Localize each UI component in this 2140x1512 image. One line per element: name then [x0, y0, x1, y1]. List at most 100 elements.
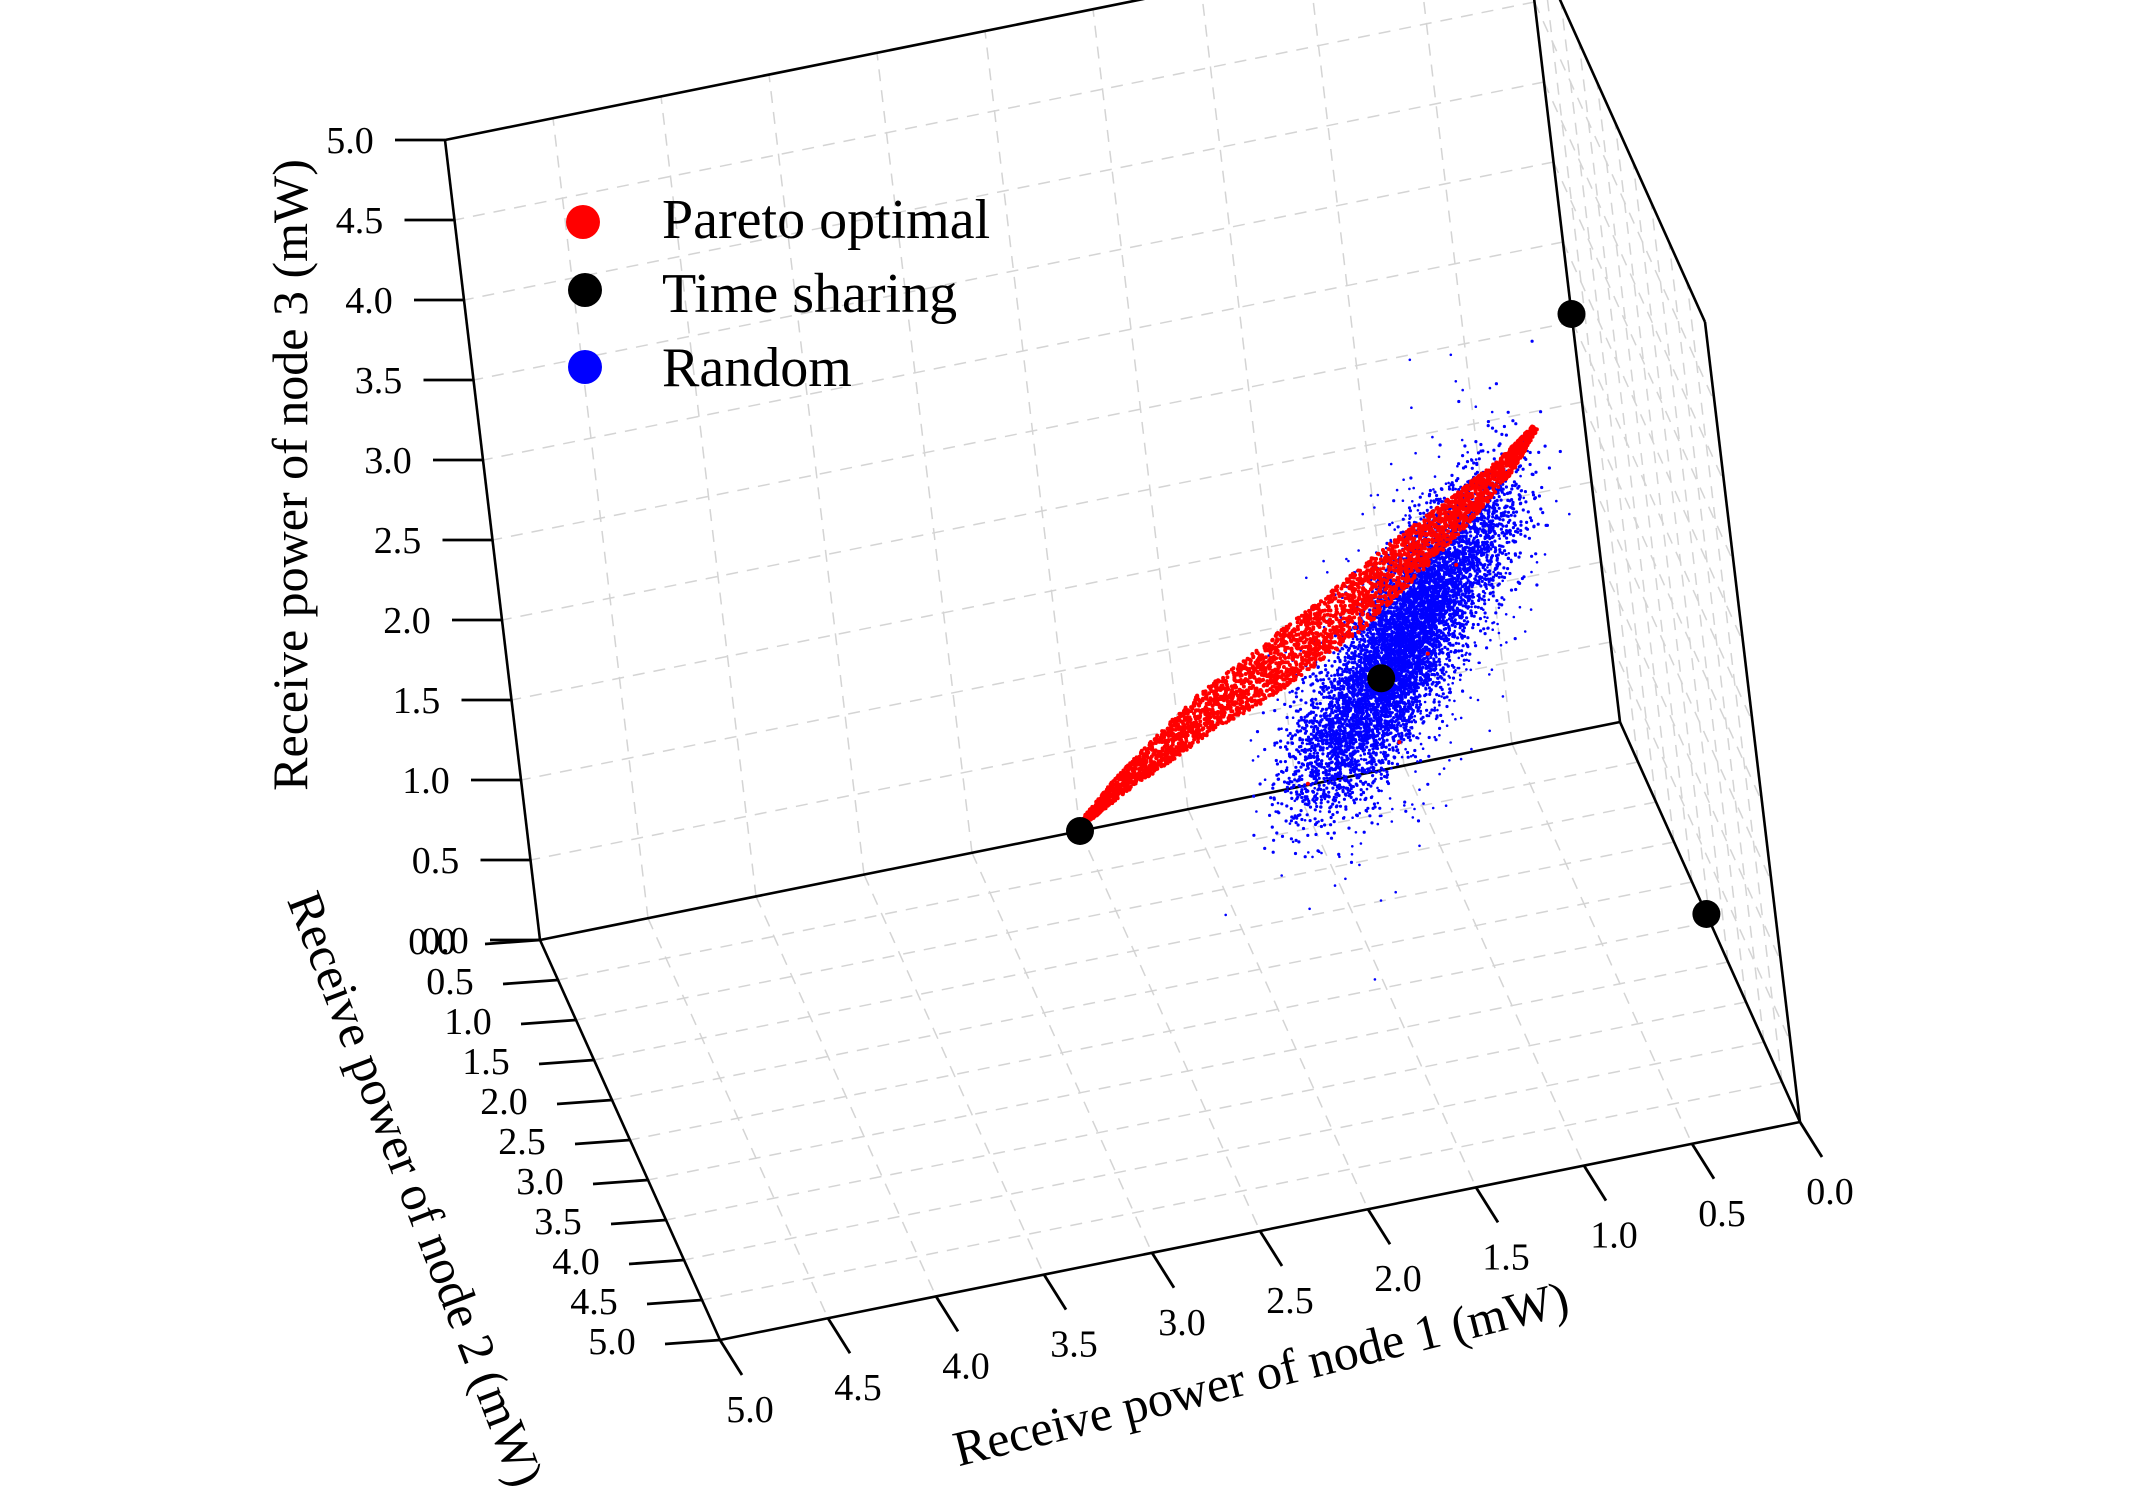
- random-point: [1493, 506, 1497, 510]
- random-point: [1428, 711, 1432, 715]
- random-point: [1314, 797, 1318, 802]
- random-point: [1485, 646, 1489, 650]
- random-point: [1319, 805, 1323, 809]
- random-point: [1263, 747, 1267, 752]
- random-point: [1317, 783, 1321, 788]
- random-point: [1308, 675, 1312, 679]
- random-point: [1275, 831, 1279, 835]
- random-point: [1428, 689, 1432, 693]
- random-point: [1500, 596, 1504, 600]
- random-point: [1306, 797, 1310, 801]
- random-point: [1479, 584, 1483, 588]
- random-point: [1362, 830, 1366, 834]
- random-point: [1338, 778, 1342, 783]
- random-point: [1308, 805, 1313, 809]
- random-point: [1291, 754, 1296, 759]
- random-point: [1343, 727, 1347, 731]
- random-point: [1430, 569, 1434, 574]
- random-point: [1298, 784, 1302, 789]
- x-tick-label: 0.5: [1698, 1193, 1746, 1235]
- random-point: [1297, 769, 1301, 773]
- random-point: [1316, 726, 1320, 730]
- random-point: [1483, 632, 1487, 636]
- random-point: [1351, 722, 1355, 727]
- random-point: [1531, 472, 1535, 477]
- random-point: [1292, 785, 1296, 789]
- random-point: [1482, 594, 1486, 598]
- random-point: [1312, 755, 1316, 759]
- random-point: [1338, 750, 1342, 754]
- random-point: [1524, 500, 1528, 504]
- random-point: [1326, 831, 1330, 836]
- random-point: [1490, 554, 1495, 558]
- random-point: [1473, 519, 1477, 523]
- random-point: [1528, 450, 1532, 455]
- random-point: [1330, 664, 1334, 668]
- random-point: [1310, 774, 1314, 778]
- random-point: [1331, 723, 1335, 727]
- random-point: [1468, 530, 1472, 534]
- random-point: [1320, 759, 1324, 763]
- random-point: [1280, 802, 1284, 806]
- x-tick: [718, 1339, 744, 1376]
- random-point: [1342, 669, 1346, 674]
- random-point: [1290, 796, 1294, 801]
- random-point: [1394, 745, 1398, 749]
- random-point: [1508, 518, 1512, 522]
- random-point: [1474, 610, 1478, 615]
- random-point: [1268, 813, 1272, 818]
- random-point: [1340, 756, 1344, 760]
- random-point: [1349, 860, 1354, 865]
- random-point: [1534, 470, 1538, 474]
- x-tick: [1150, 1252, 1176, 1289]
- random-point: [1278, 745, 1283, 749]
- random-point: [1326, 800, 1330, 804]
- random-point: [1472, 461, 1476, 465]
- random-point: [1458, 626, 1462, 630]
- random-point: [1496, 553, 1500, 557]
- random-point: [1323, 724, 1327, 728]
- x-tick: [1474, 1186, 1500, 1224]
- random-point: [1314, 832, 1318, 837]
- random-point: [1272, 838, 1276, 842]
- random-point: [1451, 632, 1455, 636]
- random-point: [1511, 526, 1515, 530]
- random-point: [1340, 677, 1344, 681]
- random-point: [1349, 784, 1353, 788]
- random-point: [1329, 742, 1333, 746]
- random-point: [1407, 506, 1412, 510]
- random-point: [1451, 562, 1455, 566]
- random-point: [1316, 679, 1320, 683]
- random-point: [1301, 681, 1306, 685]
- y-tick-label: 4.0: [552, 1241, 600, 1283]
- random-point: [1473, 577, 1477, 581]
- random-point: [1287, 752, 1291, 756]
- random-point: [1505, 536, 1509, 540]
- random-point: [1290, 689, 1294, 693]
- random-point: [1325, 786, 1329, 790]
- random-point: [1329, 703, 1333, 707]
- x-tick-label: 5.0: [726, 1389, 774, 1431]
- random-point: [1493, 573, 1497, 577]
- y-tick-label: 0.0: [408, 921, 456, 963]
- random-point: [1498, 442, 1502, 446]
- random-point: [1480, 597, 1484, 601]
- random-point: [1482, 551, 1486, 555]
- random-point: [1463, 529, 1467, 533]
- random-point: [1528, 516, 1532, 520]
- random-point: [1464, 536, 1468, 540]
- random-point: [1303, 715, 1307, 719]
- x-tick: [826, 1317, 852, 1354]
- random-point: [1502, 575, 1507, 580]
- random-point: [1448, 546, 1452, 551]
- random-point: [1294, 790, 1299, 794]
- random-point: [1461, 454, 1465, 458]
- random-point: [1547, 466, 1551, 470]
- random-point: [1292, 772, 1296, 777]
- random-point: [1493, 532, 1497, 536]
- x-tick: [1258, 1230, 1284, 1267]
- random-point: [1541, 510, 1545, 515]
- random-point: [1461, 534, 1465, 539]
- random-point: [1270, 825, 1274, 829]
